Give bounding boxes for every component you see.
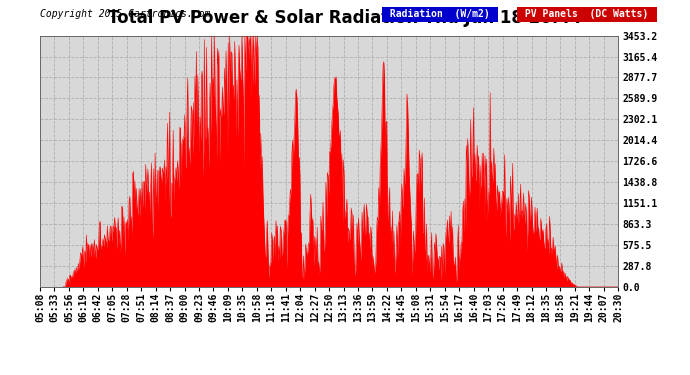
Text: Radiation  (W/m2): Radiation (W/m2) (384, 9, 495, 20)
Text: Copyright 2015 Cartronics.com: Copyright 2015 Cartronics.com (40, 9, 210, 20)
Text: Total PV Power & Solar Radiation Thu Jun 18 20:44: Total PV Power & Solar Radiation Thu Jun… (108, 9, 582, 27)
Text: PV Panels  (DC Watts): PV Panels (DC Watts) (520, 9, 654, 20)
